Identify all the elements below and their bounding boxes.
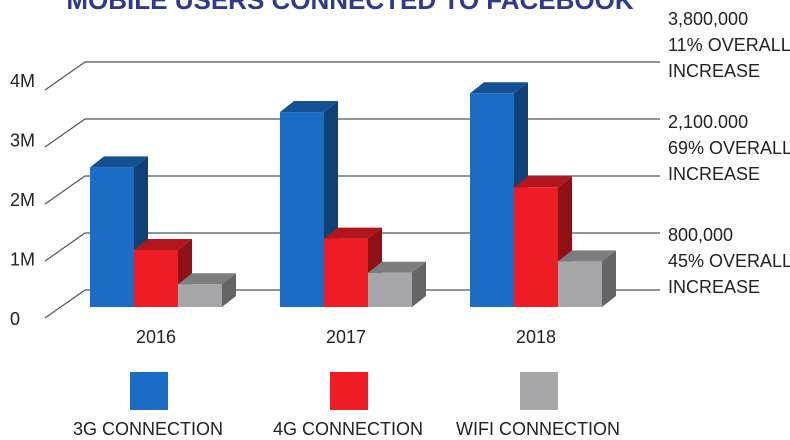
legend-label: 3G CONNECTION	[73, 419, 223, 439]
legend-swatch	[130, 372, 168, 410]
bar	[558, 261, 602, 307]
bar	[368, 272, 412, 307]
annotation: 800,000	[668, 225, 733, 245]
bar-top	[90, 156, 148, 168]
y-tick-label: 0	[10, 309, 20, 329]
bar-top	[470, 82, 528, 94]
annotation: INCREASE	[668, 277, 760, 297]
annotation: 69% OVERALL	[668, 138, 790, 158]
bar-top	[178, 273, 236, 285]
x-tick-label: 2017	[326, 327, 366, 347]
bar-top	[514, 176, 572, 188]
bar-top	[280, 101, 338, 113]
bar-side	[412, 261, 426, 307]
y-tick-label: 2M	[10, 190, 35, 210]
annotation: INCREASE	[668, 164, 760, 184]
bar	[90, 167, 134, 307]
bar	[134, 250, 178, 307]
annotation: 2,100.000	[668, 112, 748, 132]
grid-line	[44, 289, 660, 319]
annotation: 3,800,000	[668, 9, 748, 29]
bar	[514, 187, 558, 307]
x-tick-label: 2018	[516, 327, 556, 347]
bar-side	[602, 250, 616, 307]
legend-swatch	[520, 372, 558, 410]
bar-top	[368, 261, 426, 273]
bar	[324, 238, 368, 307]
legend-swatch	[330, 372, 368, 410]
y-tick-label: 1M	[10, 249, 35, 269]
grid-line	[44, 175, 660, 205]
bar-top	[558, 250, 616, 262]
legend-label: WIFI CONNECTION	[456, 419, 620, 439]
bar-side	[222, 273, 236, 307]
legend-label: 4G CONNECTION	[273, 419, 423, 439]
annotation: 45% OVERALL	[668, 251, 790, 271]
grid-line	[44, 118, 660, 148]
bar	[280, 112, 324, 307]
chart-title: MOBILE USERS CONNECTED TO FACEBOOK	[66, 0, 633, 15]
x-tick-label: 2016	[136, 327, 176, 347]
y-tick-label: 3M	[10, 130, 35, 150]
annotation: 11% OVERALL	[668, 35, 790, 55]
bar-top	[324, 227, 382, 239]
grid-line	[44, 232, 660, 262]
bar	[470, 93, 514, 307]
annotation: INCREASE	[668, 61, 760, 81]
grid-line	[44, 61, 660, 91]
bar-top	[134, 239, 192, 250]
y-tick-label: 4M	[10, 71, 35, 91]
bar	[178, 284, 222, 307]
